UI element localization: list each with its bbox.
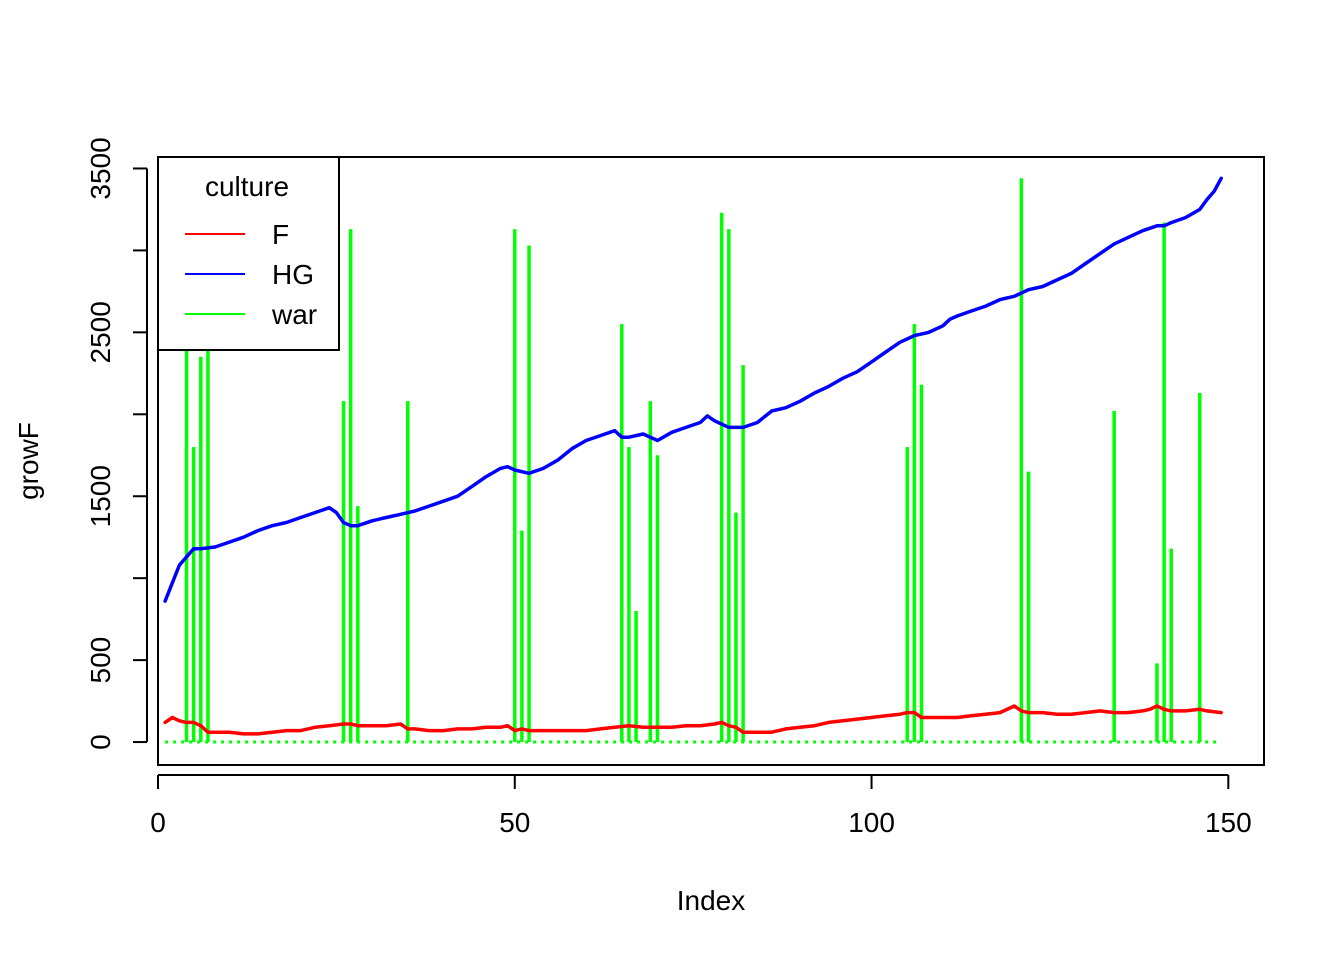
x-tick-label: 100 — [848, 807, 895, 838]
x-tick-label: 50 — [499, 807, 530, 838]
y-tick-label: 1500 — [85, 465, 116, 527]
x-axis: 0 50 100 150 — [150, 774, 1252, 838]
y-tick-label: 3500 — [85, 137, 116, 199]
legend: culture F HG war — [157, 156, 340, 351]
x-axis-label: Index — [677, 885, 746, 916]
plot-area — [163, 176, 1223, 744]
y-tick-label: 0 — [85, 734, 116, 750]
legend-entries: F HG war — [185, 219, 317, 330]
series-line-hg — [163, 176, 1223, 603]
x-tick-label: 150 — [1205, 807, 1252, 838]
y-axis-label: growF — [13, 422, 44, 500]
series-line-f — [163, 704, 1223, 736]
y-tick-label: 2500 — [85, 301, 116, 363]
legend-title: culture — [205, 171, 289, 202]
legend-label-f: F — [272, 219, 289, 250]
legend-label-hg: HG — [272, 259, 314, 290]
y-tick-label: 500 — [85, 637, 116, 684]
x-tick-label: 0 — [150, 807, 166, 838]
legend-label-war: war — [271, 299, 317, 330]
legend-box — [157, 156, 340, 351]
plot-frame — [157, 156, 1265, 766]
y-axis: 0 500 1500 2500 3500 — [85, 137, 148, 750]
